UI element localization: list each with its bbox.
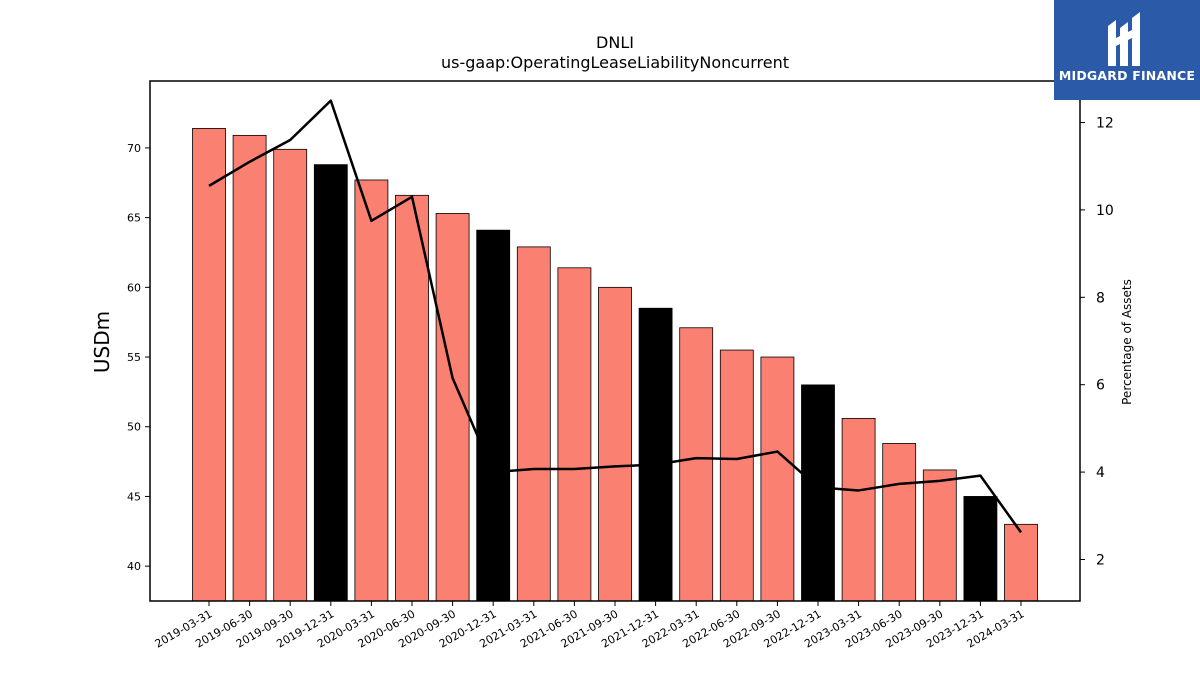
y-tick-label: 60	[127, 281, 141, 294]
bar-2020-06-30	[395, 194, 429, 602]
bar-2023-12-31	[963, 496, 998, 602]
bar-2021-06-30	[557, 267, 592, 602]
chart-subtitle: us-gaap:OperatingLeaseLiabilityNoncurren…	[441, 53, 789, 72]
bar-2019-03-31	[192, 127, 226, 602]
bar-2021-09-30	[598, 286, 632, 602]
y2-tick-label: 8	[1096, 290, 1105, 306]
y2-tick-label: 2	[1096, 552, 1105, 568]
y-tick-label: 50	[127, 421, 141, 434]
y-axis-label: USDm	[90, 311, 114, 373]
brand-logo: MIDGARD FINANCE	[1054, 0, 1200, 100]
bar-2020-09-30	[435, 213, 470, 602]
bar-2020-12-31	[476, 229, 511, 602]
bar-2023-06-30	[882, 443, 917, 602]
y-tick-label: 70	[127, 142, 141, 155]
bar-2023-09-30	[922, 469, 957, 602]
bar-2022-03-31	[679, 327, 714, 602]
y2-tick-label: 10	[1096, 203, 1114, 219]
line-layer	[208, 99, 1023, 534]
y-tick-label: 55	[127, 351, 141, 364]
bar-2019-12-31	[313, 164, 348, 602]
bar-group	[192, 127, 1038, 602]
y-tick-label: 45	[127, 490, 141, 503]
bar-2019-09-30	[273, 148, 308, 602]
brand-name: MIDGARD FINANCE	[1058, 68, 1196, 83]
bar-2023-03-31	[841, 417, 876, 602]
y-axis-left: 40 45 50 55 60 65 70	[127, 142, 150, 573]
bar-2020-03-31	[354, 179, 389, 602]
y2-tick-label: 6	[1096, 378, 1105, 394]
bar-2022-12-31	[801, 384, 835, 602]
bar-2022-09-30	[760, 356, 795, 602]
y-axis-right: 2 4 6 8 10 12	[1080, 116, 1114, 568]
y2-tick-label: 12	[1096, 116, 1114, 132]
midgard-logo-icon	[1108, 12, 1140, 66]
chart-title: DNLI	[596, 33, 634, 52]
bar-2021-12-31	[638, 307, 673, 602]
y-tick-label: 65	[127, 212, 141, 225]
y-tick-label: 40	[127, 560, 141, 573]
x-axis: 2019-03-312019-06-302019-09-302019-12-31…	[153, 601, 1027, 651]
y2-tick-label: 4	[1096, 465, 1105, 481]
y2-axis-label: Percentage of Assets	[1120, 279, 1134, 405]
bar-2019-06-30	[232, 134, 267, 602]
bar-2021-03-31	[516, 246, 551, 602]
bar-2022-06-30	[719, 349, 754, 602]
bar-2024-03-31	[1004, 523, 1038, 602]
